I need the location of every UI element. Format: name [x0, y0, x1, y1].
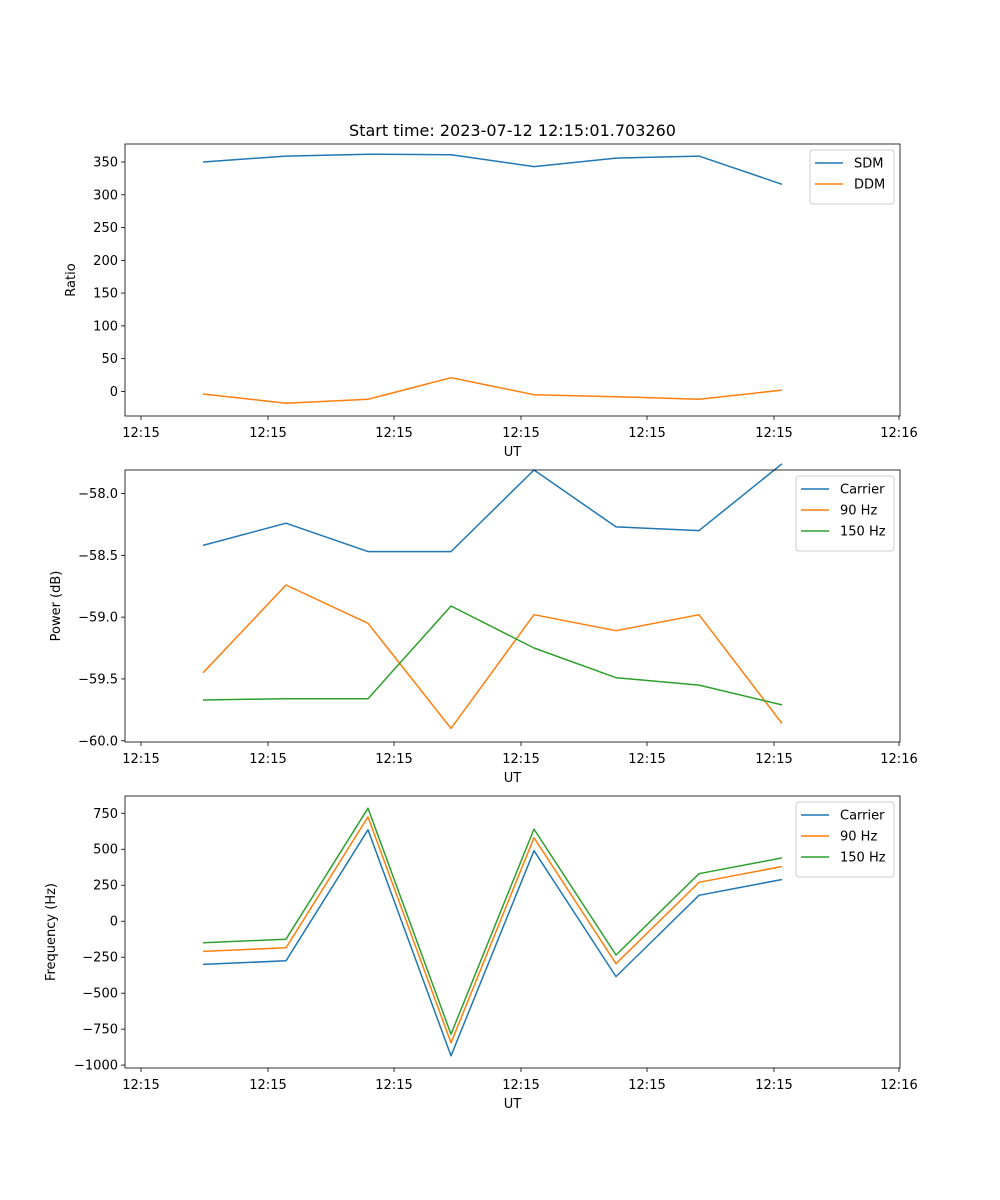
x-tick-label: 12:16	[880, 752, 917, 767]
y-tick-label: −1000	[74, 1059, 118, 1074]
y-tick-label: −59.5	[78, 672, 118, 687]
y-tick-label: 500	[93, 843, 118, 858]
legend-label: 90 Hz	[840, 504, 877, 519]
y-tick-label: −500	[82, 987, 118, 1002]
x-tick-label: 12:15	[502, 752, 539, 767]
x-tick-label: 12:15	[375, 1078, 412, 1093]
series-line-ddm	[202, 376, 783, 404]
y-tick-label: 300	[93, 188, 118, 203]
legend-box	[795, 801, 895, 878]
x-tick-label: 12:15	[628, 752, 665, 767]
x-axis-label: UT	[504, 771, 522, 786]
legend: Carrier 90 Hz 150 Hz	[795, 475, 895, 552]
chart-3: 12:15 12:15 12:15 12:15 12:15 12:15 12:16 −1000…	[44, 795, 918, 1112]
x-tick-label: 12:15	[249, 426, 286, 441]
y-tick-label: 250	[93, 221, 118, 236]
y-tick-label: 0	[110, 385, 118, 400]
axes-frame	[124, 143, 901, 417]
x-tick-label: 12:15	[122, 426, 159, 441]
legend-label: Carrier	[840, 809, 885, 824]
y-tick-label: 250	[93, 879, 118, 894]
legend-label: SDM	[854, 157, 883, 172]
x-tick-label: 12:15	[755, 1078, 792, 1093]
x-tick-label: 12:15	[122, 752, 159, 767]
series-line-150-hz	[202, 605, 783, 706]
y-tick-label: 200	[93, 254, 118, 269]
x-tick-label: 12:15	[755, 426, 792, 441]
x-tick-label: 12:15	[502, 426, 539, 441]
y-tick-label: 150	[93, 287, 118, 302]
x-tick-label: 12:15	[628, 426, 665, 441]
y-axis-label: Power (dB)	[49, 571, 64, 642]
legend-label: Carrier	[840, 483, 885, 498]
legend-label: 150 Hz	[840, 851, 886, 866]
x-tick-label: 12:15	[628, 1078, 665, 1093]
series-line-sdm	[202, 153, 783, 186]
y-tick-label: 50	[101, 352, 118, 367]
x-tick-label: 12:15	[755, 752, 792, 767]
x-tick-label: 12:16	[880, 426, 917, 441]
y-axis-label: Ratio	[64, 263, 79, 296]
y-tick-label: 350	[93, 156, 118, 171]
legend-label: 90 Hz	[840, 830, 877, 845]
series-line-carrier	[202, 463, 783, 553]
axes-frame	[124, 795, 901, 1069]
legend: Carrier 90 Hz 150 Hz	[795, 801, 895, 878]
legend-label: 150 Hz	[840, 525, 886, 540]
x-tick-label: 12:15	[249, 1078, 286, 1093]
y-tick-label: −58.0	[78, 487, 118, 502]
x-tick-label: 12:16	[880, 1078, 917, 1093]
x-axis-label: UT	[504, 1097, 522, 1112]
y-tick-label: −58.5	[78, 549, 118, 564]
x-tick-label: 12:15	[375, 752, 412, 767]
x-axis-label: UT	[504, 445, 522, 460]
legend-label: DDM	[854, 178, 885, 193]
axes-frame	[124, 469, 901, 743]
series-line-90-hz	[202, 584, 783, 730]
y-tick-label: 100	[93, 319, 118, 334]
x-tick-label: 12:15	[122, 1078, 159, 1093]
series-line-90-hz	[202, 816, 783, 1044]
y-tick-label: −750	[82, 1023, 118, 1038]
y-tick-label: −250	[82, 951, 118, 966]
y-axis-label: Frequency (Hz)	[44, 883, 59, 981]
y-tick-label: −60.0	[78, 734, 118, 749]
chart-2: 12:15 12:15 12:15 12:15 12:15 12:15 12:16 −60.0…	[49, 463, 918, 786]
y-tick-label: 750	[93, 807, 118, 822]
chart-1: 12:15 12:15 12:15 12:15 12:15 12:15 12:16 0 50 10…	[64, 143, 918, 460]
x-tick-label: 12:15	[502, 1078, 539, 1093]
charts: 12:15 12:15 12:15 12:15 12:15 12:15 12:16 0 50 10…	[44, 143, 918, 1112]
legend-box	[795, 475, 895, 552]
legend: SDM DDM	[809, 149, 895, 205]
figure-title: Start time: 2023-07-12 12:15:01.703260	[349, 121, 676, 140]
y-tick-label: −59.0	[78, 611, 118, 626]
series-line-carrier	[202, 829, 783, 1057]
series-line-150-hz	[202, 807, 783, 1035]
y-tick-label: 0	[110, 915, 118, 930]
x-tick-label: 12:15	[249, 752, 286, 767]
x-tick-label: 12:15	[375, 426, 412, 441]
